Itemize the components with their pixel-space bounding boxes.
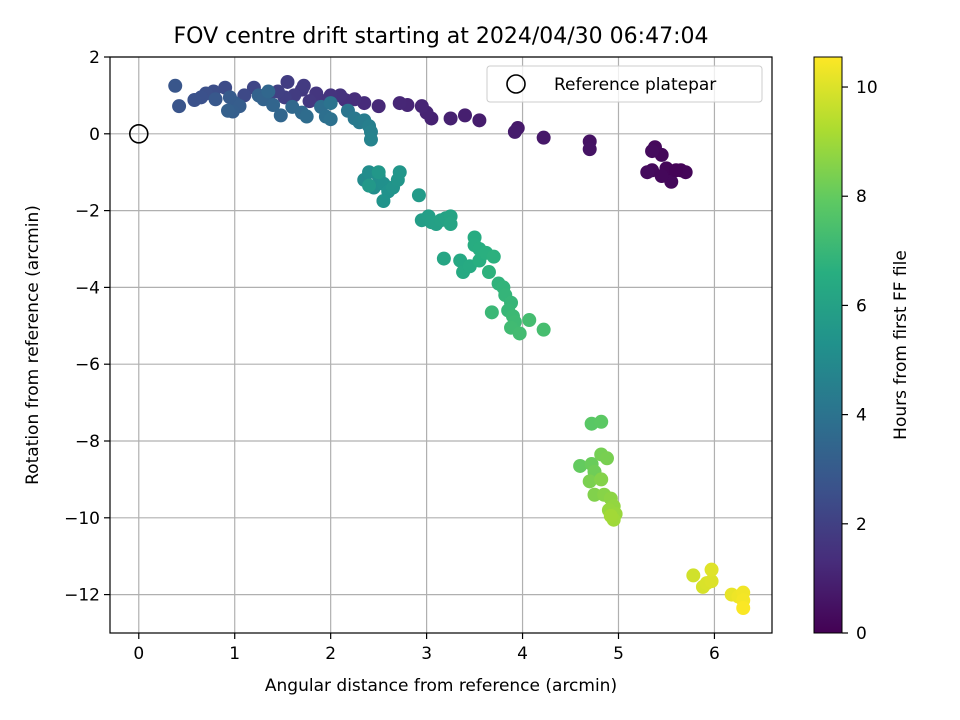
data-point [686, 568, 701, 583]
data-point [436, 251, 451, 266]
colorbar-tick-label: 10 [856, 78, 878, 98]
data-point [323, 96, 338, 111]
data-point [587, 487, 602, 502]
x-tick-label: 3 [421, 644, 432, 664]
data-point [573, 458, 588, 473]
data-point [507, 124, 522, 139]
data-point [187, 93, 202, 108]
y-axis-label: Rotation from reference (arcmin) [23, 205, 43, 485]
data-point [302, 94, 317, 109]
x-axis-ticks: 0 1 2 3 4 5 6 [133, 633, 720, 664]
y-tick-label: −4 [75, 278, 100, 298]
data-point [280, 74, 295, 89]
data-point [536, 130, 551, 145]
data-point [261, 84, 276, 99]
x-tick-label: 0 [133, 644, 144, 664]
data-point [443, 217, 458, 232]
y-tick-label: −8 [75, 432, 100, 452]
reference-platepar-marker [128, 124, 149, 144]
plot-frame [109, 56, 773, 634]
grid-lines [110, 56, 772, 633]
data-point [481, 265, 496, 280]
data-point [704, 562, 719, 577]
data-point [208, 92, 223, 107]
data-point [371, 165, 386, 180]
data-point [414, 99, 429, 114]
data-point [704, 574, 719, 589]
colorbar-tick-label: 8 [856, 187, 867, 207]
y-tick-label: −6 [75, 355, 100, 375]
data-point [333, 88, 348, 103]
data-point [472, 113, 487, 128]
y-tick-label: 2 [89, 48, 100, 68]
data-point [522, 313, 537, 328]
data-point [736, 601, 751, 616]
legend-marker [506, 74, 526, 94]
data-point [486, 249, 501, 264]
colorbar-tick-label: 2 [856, 515, 867, 535]
data-point [536, 322, 551, 337]
legend-box [486, 65, 763, 103]
data-point [273, 108, 288, 123]
y-tick-label: 0 [89, 125, 100, 145]
data-point [299, 109, 314, 124]
data-point [654, 169, 669, 184]
y-tick-label: −12 [64, 586, 100, 606]
data-point [594, 472, 609, 487]
data-point [411, 188, 426, 203]
y-tick-label: −10 [64, 509, 100, 529]
data-point [172, 99, 187, 114]
x-tick-label: 1 [229, 644, 240, 664]
legend: Reference platepar [486, 65, 763, 103]
data-point [603, 508, 618, 523]
data-point [645, 144, 660, 159]
colorbar-label: Hours from first FF file [891, 250, 911, 440]
colorbar-tick-label: 6 [856, 296, 867, 316]
y-tick-label: −2 [75, 202, 100, 222]
legend-label: Reference platepar [554, 75, 716, 95]
data-point [362, 178, 377, 193]
data-point [512, 326, 527, 341]
data-point [376, 194, 391, 208]
data-point [457, 108, 472, 123]
data-point [266, 98, 281, 112]
x-tick-label: 6 [709, 644, 720, 664]
x-tick-label: 5 [613, 644, 624, 664]
x-tick-label: 4 [517, 644, 528, 664]
data-point [669, 163, 684, 178]
colorbar-tick-label: 0 [856, 624, 867, 644]
data-point [296, 78, 311, 93]
colorbar-ticks: 0 2 4 6 8 10 [842, 78, 878, 644]
data-point [594, 414, 609, 429]
data-point [237, 88, 252, 103]
data-point [371, 99, 386, 114]
data-point [363, 132, 378, 147]
x-tick-label: 2 [325, 644, 336, 664]
data-point [323, 112, 338, 127]
data-point [640, 165, 655, 180]
data-point [392, 165, 407, 180]
y-axis-ticks: 2 0 −2 −4 −6 −8 −10 −12 [64, 48, 110, 606]
x-axis-label: Angular distance from reference (arcmin) [265, 676, 617, 696]
data-point [599, 451, 614, 466]
colorbar [813, 56, 843, 634]
data-point [582, 474, 597, 489]
colorbar-tick-label: 4 [856, 406, 867, 426]
data-point [221, 103, 236, 118]
data-point [392, 96, 407, 111]
data-point [168, 78, 183, 93]
data-point [484, 305, 499, 320]
data-point [582, 142, 597, 157]
chart-title: FOV centre drift starting at 2024/04/30 … [174, 24, 709, 49]
data-points [168, 74, 751, 616]
data-point [443, 111, 458, 126]
